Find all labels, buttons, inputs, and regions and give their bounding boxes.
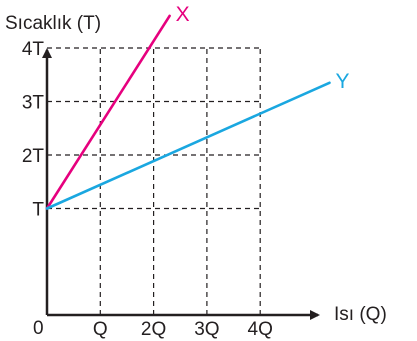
series-line-x bbox=[45, 14, 171, 210]
y-axis-label: Sıcaklık (T) bbox=[5, 13, 101, 34]
series: XY bbox=[45, 3, 350, 210]
y-tick-label-4: 4T bbox=[22, 39, 45, 60]
series-label-x: X bbox=[176, 3, 190, 26]
series-line-y bbox=[45, 81, 331, 210]
y-tick-label-1: T bbox=[32, 200, 44, 221]
tick-labels: Q 2Q 3Q 4Q T 2T 3T 4T bbox=[22, 39, 273, 340]
x-axis-label: Isı (Q) bbox=[334, 304, 387, 325]
y-tick-label-2: 2T bbox=[22, 146, 45, 167]
grid bbox=[47, 47, 261, 315]
x-tick-label-4: 4Q bbox=[248, 319, 273, 340]
x-tick-label-3: 3Q bbox=[194, 319, 219, 340]
series-label-y: Y bbox=[335, 70, 349, 93]
x-tick-label-1: Q bbox=[93, 319, 108, 340]
origin-label: 0 bbox=[33, 318, 44, 339]
y-tick-label-3: 3T bbox=[22, 93, 45, 114]
x-tick-label-2: 2Q bbox=[141, 319, 166, 340]
